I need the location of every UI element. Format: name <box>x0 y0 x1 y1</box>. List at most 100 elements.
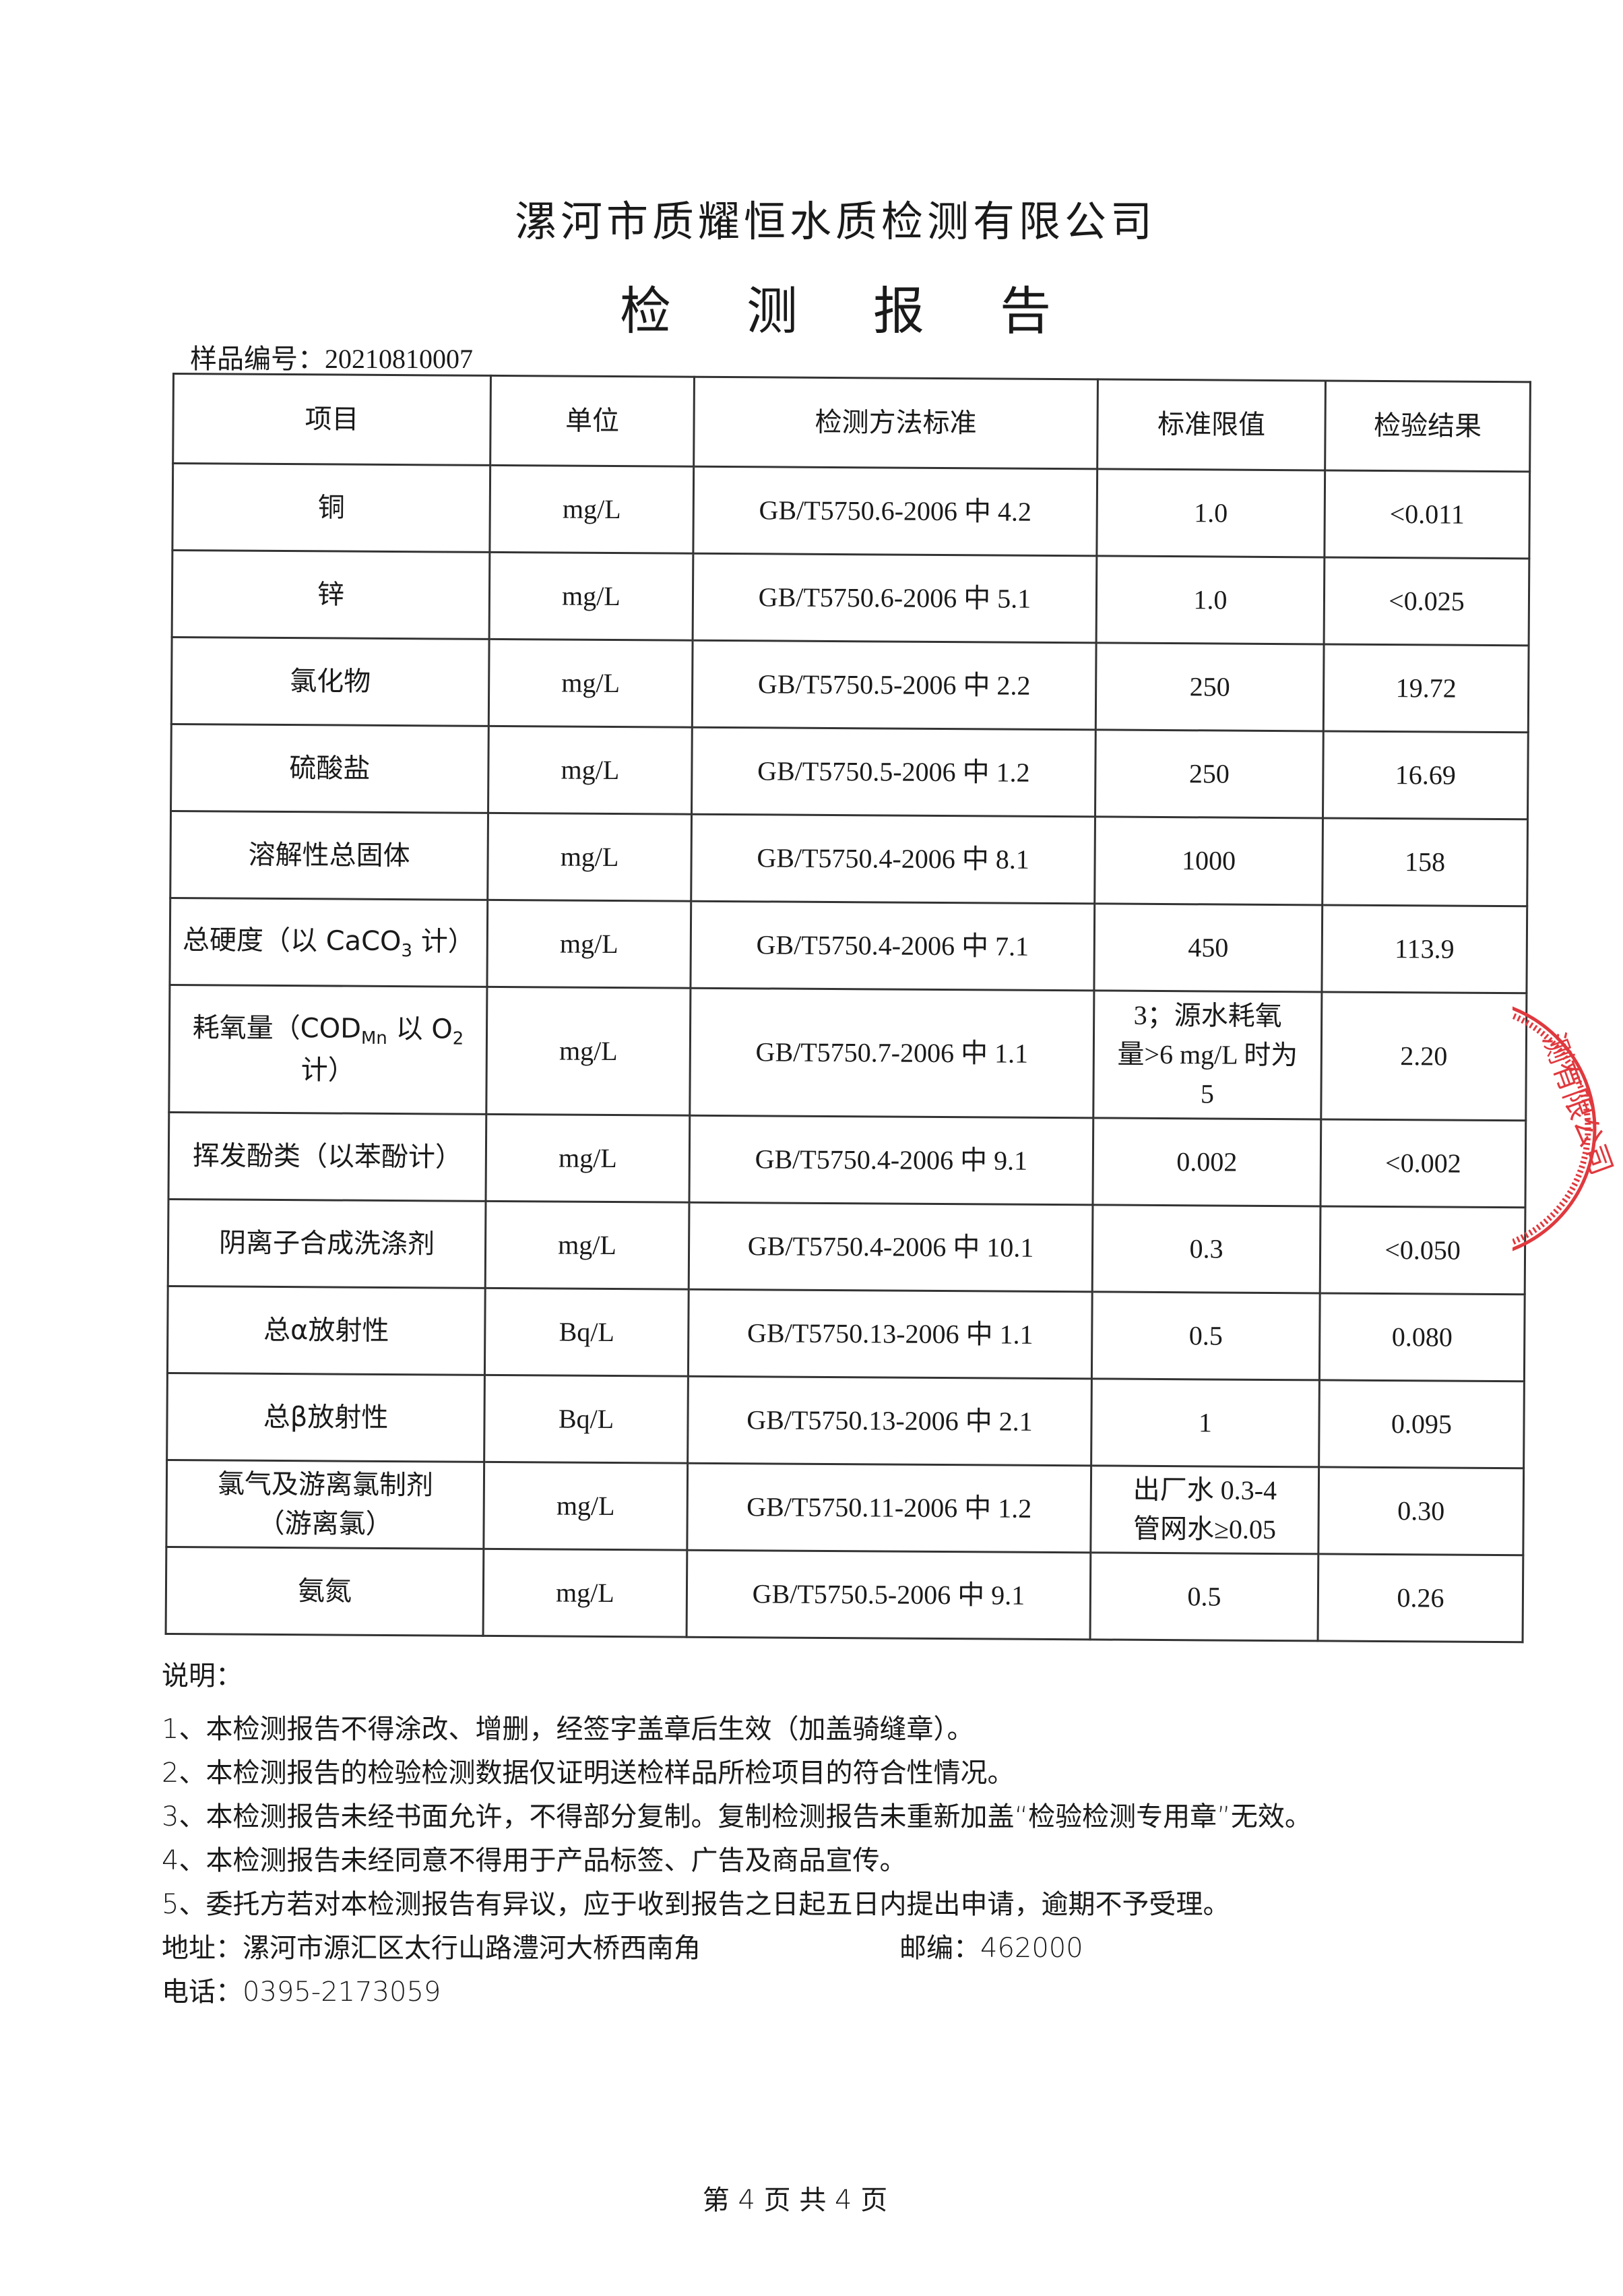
sample-number-label: 样品编号： <box>190 344 325 375</box>
page-number: 第 4 页 共 4 页 <box>702 2185 888 2216</box>
results-table: 项目 单位 检测方法标准 标准限值 检验结果 铜 mg/L GB/T5750.6-2… <box>165 373 1531 1643</box>
cell-limit: 1.0 <box>1096 468 1325 557</box>
note-item: 1、本检测报告不得涂改、增删，经签字盖章后生效（加盖骑缝章）。 <box>162 1714 974 1745</box>
table-row: 硫酸盐 mg/L GB/T5750.5-2006 中 1.2 250 16.69 <box>170 724 1529 819</box>
cell-method: GB/T5750.6-2006 中 5.1 <box>693 553 1097 643</box>
cell-method: GB/T5750.4-2006 中 10.1 <box>689 1202 1093 1292</box>
title-char: 报 <box>873 281 924 341</box>
sample-number: 样品编号：20210810007 <box>190 337 473 376</box>
cell-result: 113.9 <box>1321 904 1527 993</box>
cell-limit: 250 <box>1095 642 1325 731</box>
cell-method: GB/T5750.6-2006 中 4.2 <box>693 466 1097 556</box>
cell-method: GB/T5750.5-2006 中 9.1 <box>687 1550 1091 1640</box>
seal-stamp-icon: 测有限公司 <box>1513 1006 1617 1251</box>
limit-line: 量>6 mg/L 时为 <box>1117 1038 1298 1071</box>
cell-limit: 1.0 <box>1096 555 1325 644</box>
table-row: 氯气及游离氯制剂 （游离氯） mg/L GB/T5750.11-2006 中 1.2 出… <box>166 1460 1524 1555</box>
limit-line: 5 <box>1200 1078 1215 1109</box>
cell-limit: 1000 <box>1094 816 1323 905</box>
postcode: 邮编：462000 <box>899 1933 1083 1964</box>
item-text: 铜 <box>317 492 345 524</box>
cell-method: GB/T5750.4-2006 中 8.1 <box>691 814 1095 904</box>
cell-unit: mg/L <box>489 465 694 554</box>
cell-item: 锌 <box>172 550 490 640</box>
limit-line: 1.0 <box>1194 497 1228 528</box>
cell-limit: 0.5 <box>1091 1291 1320 1380</box>
cell-item: 氨氮 <box>166 1547 484 1636</box>
cell-limit: 0.3 <box>1092 1204 1320 1293</box>
cell-unit: mg/L <box>483 1549 687 1638</box>
column-header-unit: 单位 <box>490 375 695 467</box>
column-header-method: 检测方法标准 <box>693 377 1098 469</box>
item-text: 总硬度（以 CaCO <box>182 924 402 957</box>
cell-unit: mg/L <box>488 726 693 815</box>
cell-limit: 450 <box>1093 903 1323 992</box>
limit-line: 出厂水 0.3-4 <box>1133 1474 1277 1506</box>
table-row: 溶解性总固体 mg/L GB/T5750.4-2006 中 8.1 1000 158 <box>170 811 1528 906</box>
cell-result: 158 <box>1322 817 1528 906</box>
cell-unit: Bq/L <box>484 1288 689 1377</box>
column-header-item: 项目 <box>172 373 491 466</box>
cell-unit: Bq/L <box>484 1375 689 1464</box>
cell-unit: mg/L <box>485 1201 689 1290</box>
company-name: 漯河市质耀恒水质检测有限公司 <box>514 197 1156 246</box>
limit-line: 0.5 <box>1188 1320 1223 1351</box>
table-row: 阴离子合成洗涤剂 mg/L GB/T5750.4-2006 中 10.1 0.3 <0.… <box>168 1199 1525 1295</box>
cell-result: <0.025 <box>1324 557 1529 646</box>
table-row: 铜 mg/L GB/T5750.6-2006 中 4.2 1.0 <0.011 <box>172 463 1530 559</box>
cell-limit: 0.002 <box>1092 1117 1321 1206</box>
cell-item: 氯气及游离氯制剂 （游离氯） <box>166 1460 484 1549</box>
note-item: 3、本检测报告未经书面允许，不得部分复制。复制检测报告未重新加盖“检验检测专用章… <box>162 1801 1312 1832</box>
cell-item: 挥发酚类（以苯酚计） <box>168 1112 486 1202</box>
address: 地址：漯河市源汇区太行山路澧河大桥西南角 <box>162 1933 701 1964</box>
cell-result: <0.011 <box>1324 470 1530 559</box>
item-text: 氯化物 <box>290 666 371 697</box>
cell-item: 耗氧量（CODMn 以 O2 计） <box>168 985 487 1115</box>
cell-method: GB/T5750.4-2006 中 9.1 <box>689 1115 1093 1205</box>
title-char: 告 <box>1000 281 1051 341</box>
cell-unit: mg/L <box>488 639 693 728</box>
cell-method: GB/T5750.5-2006 中 1.2 <box>691 727 1096 817</box>
item-text: 锌 <box>317 579 345 611</box>
cell-method: GB/T5750.13-2006 中 2.1 <box>687 1376 1092 1466</box>
item-text: 计） <box>300 1055 355 1087</box>
item-text: 以 O <box>387 1013 453 1045</box>
cell-unit: mg/L <box>485 1114 690 1203</box>
cell-item: 总β放射性 <box>166 1373 485 1462</box>
cell-method: GB/T5750.5-2006 中 2.2 <box>692 640 1097 730</box>
cell-item: 铜 <box>172 463 490 553</box>
note-item: 4、本检测报告未经同意不得用于产品标签、广告及商品宣传。 <box>162 1845 907 1876</box>
table-row: 总β放射性 Bq/L GB/T5750.13-2006 中 2.1 1 0.095 <box>166 1373 1525 1468</box>
limit-line: 3；源水耗氧 <box>1133 999 1282 1032</box>
cell-item: 总α放射性 <box>167 1286 486 1375</box>
notes-heading: 说明： <box>162 1661 243 1692</box>
cell-limit: 1 <box>1091 1378 1320 1467</box>
cell-item: 硫酸盐 <box>170 724 489 813</box>
cell-item: 总硬度（以 CaCO3 计） <box>169 898 488 987</box>
cell-limit: 0.5 <box>1090 1552 1318 1641</box>
cell-limit: 出厂水 0.3-4 管网水≥0.05 <box>1090 1465 1319 1554</box>
limit-line: 0.3 <box>1189 1233 1223 1264</box>
table-row: 总α放射性 Bq/L GB/T5750.13-2006 中 1.1 0.5 0.080 <box>167 1286 1525 1382</box>
limit-line: 250 <box>1188 758 1230 789</box>
item-text: （游离氯） <box>257 1508 393 1541</box>
title-char: 测 <box>746 281 798 341</box>
limit-line: 1 <box>1198 1407 1213 1438</box>
cell-item: 氯化物 <box>171 637 490 726</box>
item-text: 溶解性总固体 <box>248 839 410 872</box>
table-row: 氨氮 mg/L GB/T5750.5-2006 中 9.1 0.5 0.26 <box>166 1547 1523 1642</box>
column-header-limit: 标准限值 <box>1097 379 1326 470</box>
note-item: 5、委托方若对本检测报告有异议，应于收到报告之日起五日内提出申请，逾期不予受理。 <box>162 1889 1230 1920</box>
item-text: 阴离子合成洗涤剂 <box>218 1227 435 1260</box>
subscript: Mn <box>360 1028 387 1049</box>
cell-item: 溶解性总固体 <box>170 811 488 900</box>
cell-limit: 3；源水耗氧 量>6 mg/L 时为 5 <box>1093 990 1322 1119</box>
table-row: 总硬度（以 CaCO3 计） mg/L GB/T5750.4-2006 中 7.1 4… <box>169 898 1527 993</box>
item-text: 氨氮 <box>297 1576 352 1607</box>
cell-result: 16.69 <box>1323 731 1529 819</box>
table-row: 挥发酚类（以苯酚计） mg/L GB/T5750.4-2006 中 9.1 0.002… <box>168 1112 1526 1208</box>
report-title: 检测报告 <box>0 270 1623 344</box>
cell-unit: mg/L <box>483 1462 688 1551</box>
cell-method: GB/T5750.13-2006 中 1.1 <box>688 1289 1093 1379</box>
limit-line: 管网水≥0.05 <box>1133 1513 1277 1545</box>
